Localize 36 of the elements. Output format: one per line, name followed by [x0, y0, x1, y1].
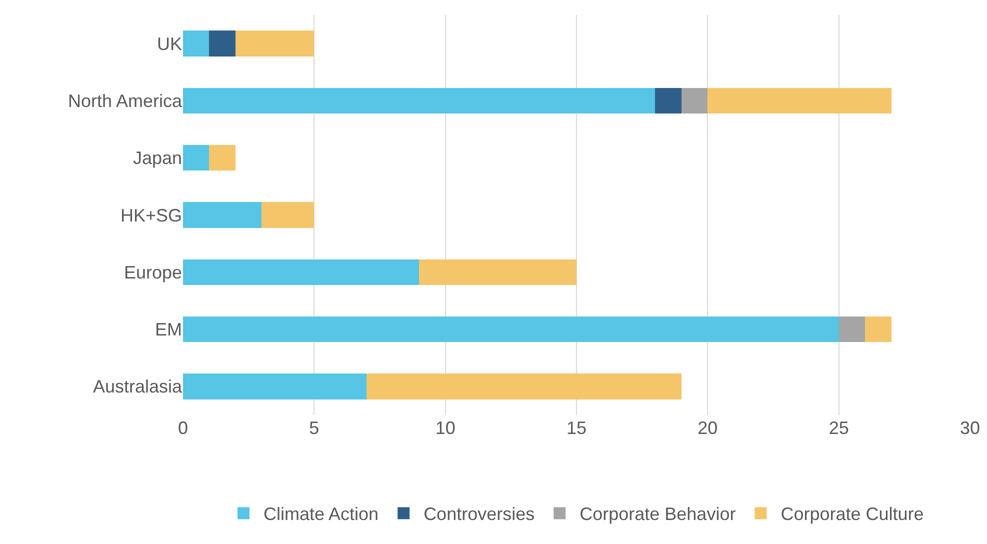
x-tick-label: 20: [698, 418, 718, 438]
x-tick-label: 0: [178, 418, 188, 438]
bar: [235, 30, 314, 56]
y-tick-label: UK: [156, 34, 182, 54]
bar: [419, 259, 576, 285]
bar: [838, 316, 866, 342]
bar: [183, 374, 367, 400]
bar: [655, 88, 682, 114]
x-tick-label: 25: [828, 418, 849, 438]
x-tick-label: 30: [960, 418, 980, 438]
legend-label: Controversies: [424, 504, 535, 524]
bar: [183, 316, 839, 342]
bar: [183, 88, 656, 114]
x-tick-label: 5: [309, 418, 320, 438]
bar: [183, 202, 262, 228]
legend-label: Climate Action: [264, 504, 379, 524]
x-tick-label: 10: [435, 418, 456, 438]
y-tick-label: EM: [155, 320, 182, 340]
y-tick-label: Europe: [124, 262, 182, 282]
bar: [183, 145, 210, 171]
bar: [209, 145, 236, 171]
legend-label: Corporate Behavior: [580, 504, 736, 524]
bar: [209, 30, 236, 56]
y-tick-label: Australasia: [92, 376, 183, 397]
bar: [708, 88, 892, 114]
x-tick-label: 15: [566, 418, 587, 438]
bar: [681, 88, 708, 114]
bar: [183, 259, 420, 285]
y-tick-label: Japan: [132, 148, 182, 168]
legend-label: Corporate Culture: [780, 504, 924, 524]
bar: [262, 202, 314, 228]
y-tick-label: HK+SG: [120, 205, 182, 226]
bar: [366, 374, 682, 400]
bar: [183, 30, 210, 56]
y-tick-label: North America: [68, 91, 183, 112]
bar: [865, 316, 892, 342]
